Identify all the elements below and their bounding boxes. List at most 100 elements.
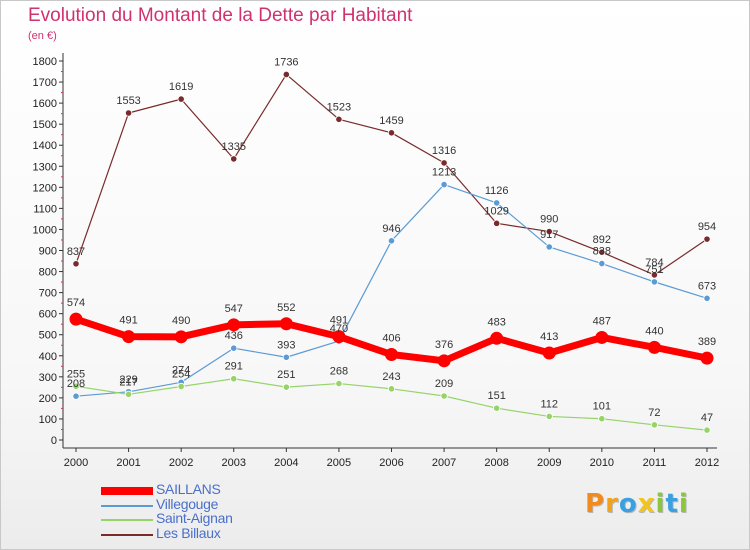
logo-letter: t [665,489,679,519]
data-label: 751 [645,264,663,276]
data-label: 917 [540,229,558,241]
y-tick-label: 700 [39,288,57,300]
data-label: 291 [225,361,243,373]
data-label: 229 [119,374,137,386]
data-label: 209 [435,378,453,390]
x-tick-label: 2005 [327,457,351,469]
data-label: 1553 [116,95,140,107]
data-point [335,115,343,123]
y-tick-label: 500 [39,330,57,342]
data-label: 1736 [274,56,298,68]
y-tick-label: 0 [51,435,57,447]
x-tick-label: 2006 [379,457,403,469]
y-tick-label: 600 [39,309,57,321]
data-point [493,219,501,227]
data-label: 491 [330,315,348,327]
data-label: 491 [119,315,137,327]
data-point [387,385,396,393]
data-label: 1316 [432,145,456,157]
data-point [332,330,346,344]
y-tick-label: 400 [39,351,57,363]
data-point [700,351,714,365]
data-point [545,412,553,421]
data-label: 1126 [485,185,509,197]
proxiti-logo: Proxiti [585,489,689,519]
x-tick-label: 2008 [484,457,508,469]
data-label: 268 [330,366,348,378]
series-line [75,73,708,276]
data-point [598,415,606,423]
data-label: 274 [172,364,190,376]
y-tick-label: 100 [39,414,57,426]
x-tick-label: 2004 [274,457,298,469]
legend-label: Villegouge [156,495,219,512]
y-tick-label: 300 [39,372,57,384]
data-point [387,237,396,245]
legend-label: SAILLANS [156,481,221,497]
x-tick-label: 2002 [169,457,193,469]
x-tick-label: 2009 [537,457,561,469]
data-point [493,404,501,412]
chart-title: Evolution du Montant de la Dette par Hab… [28,5,413,26]
data-point [545,243,553,251]
data-point [230,155,238,163]
data-point [72,260,80,268]
y-tick-label: 800 [39,267,57,279]
data-point [650,271,659,279]
data-point [279,317,293,331]
data-point [387,129,396,137]
y-tick-label: 1400 [33,140,57,152]
data-label: 1459 [379,115,403,127]
x-tick-label: 2010 [590,457,614,469]
data-point [703,426,711,434]
data-point [72,382,80,390]
data-label: 251 [277,369,295,381]
data-label: 990 [540,214,558,226]
logo-letter: P [585,489,606,519]
data-label: 376 [435,339,453,351]
y-tick-label: 1200 [33,182,57,194]
data-point [385,348,398,362]
data-label: 413 [540,331,558,343]
data-label: 47 [701,412,713,424]
logo-letter: r [605,489,619,519]
data-point [440,180,448,189]
legend-swatch [101,519,153,521]
data-point [647,340,661,354]
data-label: 255 [67,368,85,380]
y-tick-label: 900 [39,246,57,258]
data-point [124,109,133,117]
data-label: 254 [172,369,190,381]
data-label: 1619 [169,81,193,93]
x-tick-label: 2007 [432,457,456,469]
data-point [282,383,290,391]
x-tick-label: 2012 [695,457,719,469]
data-label: 101 [593,401,611,413]
legend-swatch [101,504,153,507]
data-label: 483 [487,316,505,328]
data-point [490,331,504,345]
data-point [650,278,659,286]
legend-swatch [101,487,153,495]
legend-label: Saint-Aignan [156,510,233,526]
data-label: 112 [540,398,558,410]
data-label: 406 [382,333,400,345]
data-label: 552 [277,302,295,314]
data-point [703,235,711,243]
data-label: 487 [593,315,611,327]
data-label: 436 [225,330,243,342]
data-point [174,330,188,344]
data-point [440,392,448,400]
data-point [493,199,501,207]
data-point [230,375,238,383]
data-point [335,379,343,388]
y-tick-label: 1500 [33,119,57,131]
data-point [595,330,609,344]
data-label: 892 [593,234,611,246]
data-label: 574 [67,297,85,309]
y-tick-label: 1000 [33,224,57,236]
data-point [72,392,80,400]
data-label: 243 [382,371,400,383]
data-label: 1213 [432,167,456,179]
data-label: 72 [648,407,660,419]
